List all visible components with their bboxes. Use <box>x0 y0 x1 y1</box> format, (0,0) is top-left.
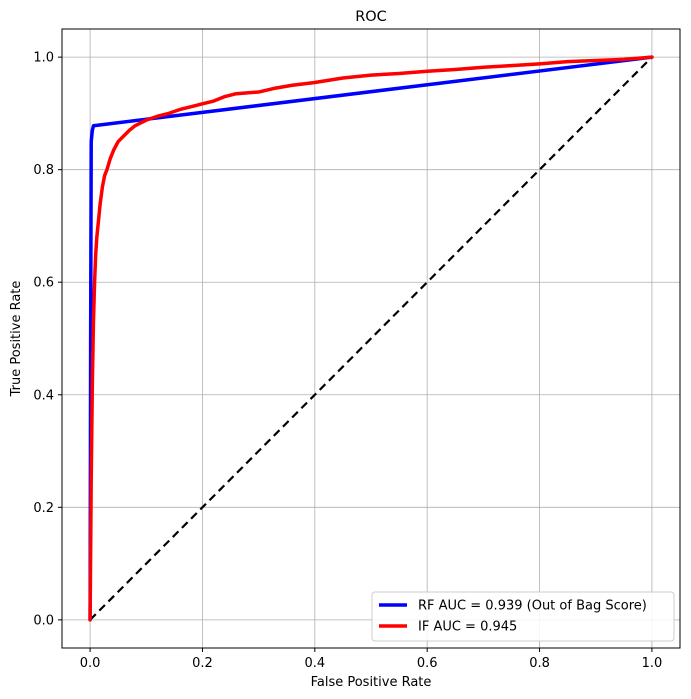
x-tick-label: 1.0 <box>642 656 663 671</box>
legend-box <box>371 591 675 642</box>
rf-roc-curve <box>88 55 654 622</box>
chart-title: ROC <box>355 9 387 25</box>
chance-diagonal <box>89 56 653 621</box>
x-tick-label: 0.6 <box>417 656 438 671</box>
y-axis-label: True Positive Rate <box>9 281 24 398</box>
series-layer <box>88 55 654 622</box>
y-tick-label: 0.6 <box>33 276 54 291</box>
x-tick-label: 0.0 <box>80 656 101 671</box>
grid <box>62 29 680 648</box>
y-tick-label: 0.0 <box>33 613 54 628</box>
legend-entry-if: IF AUC = 0.945 <box>418 620 517 635</box>
y-tick-label: 0.2 <box>33 501 54 516</box>
legend-entry-rf: RF AUC = 0.939 (Out of Bag Score) <box>418 599 647 614</box>
y-tick-label: 0.4 <box>33 388 54 403</box>
x-tick-label: 0.4 <box>304 656 325 671</box>
y-tick-label: 1.0 <box>33 51 54 66</box>
if-roc-curve <box>88 55 654 622</box>
x-axis-label: False Positive Rate <box>311 675 432 690</box>
x-tick-label: 0.2 <box>192 656 213 671</box>
ticks: 0.0 0.2 0.4 0.6 0.8 1.0 0.0 0.2 0.4 0.6 0.8 1.0 <box>33 51 662 671</box>
x-tick-label: 0.8 <box>529 656 550 671</box>
plot-frame <box>61 28 681 649</box>
y-tick-label: 0.8 <box>33 163 54 178</box>
legend: RF AUC = 0.939 (Out of Bag Score) IF AUC… <box>371 591 675 642</box>
